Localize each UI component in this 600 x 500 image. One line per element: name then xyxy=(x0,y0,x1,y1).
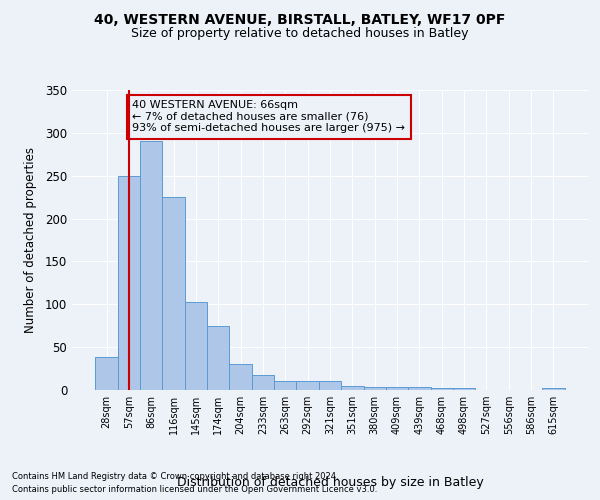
Text: Contains HM Land Registry data © Crown copyright and database right 2024.: Contains HM Land Registry data © Crown c… xyxy=(12,472,338,481)
Bar xyxy=(118,176,140,390)
Y-axis label: Number of detached properties: Number of detached properties xyxy=(23,147,37,333)
Text: Size of property relative to detached houses in Batley: Size of property relative to detached ho… xyxy=(131,28,469,40)
Bar xyxy=(542,388,565,390)
Bar xyxy=(364,386,386,390)
Bar xyxy=(252,374,274,390)
Bar xyxy=(296,382,319,390)
Bar xyxy=(274,382,296,390)
Bar xyxy=(386,388,408,390)
Text: Contains public sector information licensed under the Open Government Licence v3: Contains public sector information licen… xyxy=(12,485,377,494)
Bar xyxy=(408,388,431,390)
Bar xyxy=(341,386,364,390)
Text: 40, WESTERN AVENUE, BIRSTALL, BATLEY, WF17 0PF: 40, WESTERN AVENUE, BIRSTALL, BATLEY, WF… xyxy=(94,12,506,26)
Bar xyxy=(229,364,252,390)
Bar xyxy=(95,358,118,390)
Bar xyxy=(185,302,207,390)
X-axis label: Distribution of detached houses by size in Batley: Distribution of detached houses by size … xyxy=(176,476,484,489)
Bar xyxy=(453,388,475,390)
Bar xyxy=(140,142,163,390)
Bar xyxy=(319,380,341,390)
Bar xyxy=(207,326,229,390)
Bar xyxy=(431,388,453,390)
Bar xyxy=(163,197,185,390)
Text: 40 WESTERN AVENUE: 66sqm
← 7% of detached houses are smaller (76)
93% of semi-de: 40 WESTERN AVENUE: 66sqm ← 7% of detache… xyxy=(133,100,406,134)
